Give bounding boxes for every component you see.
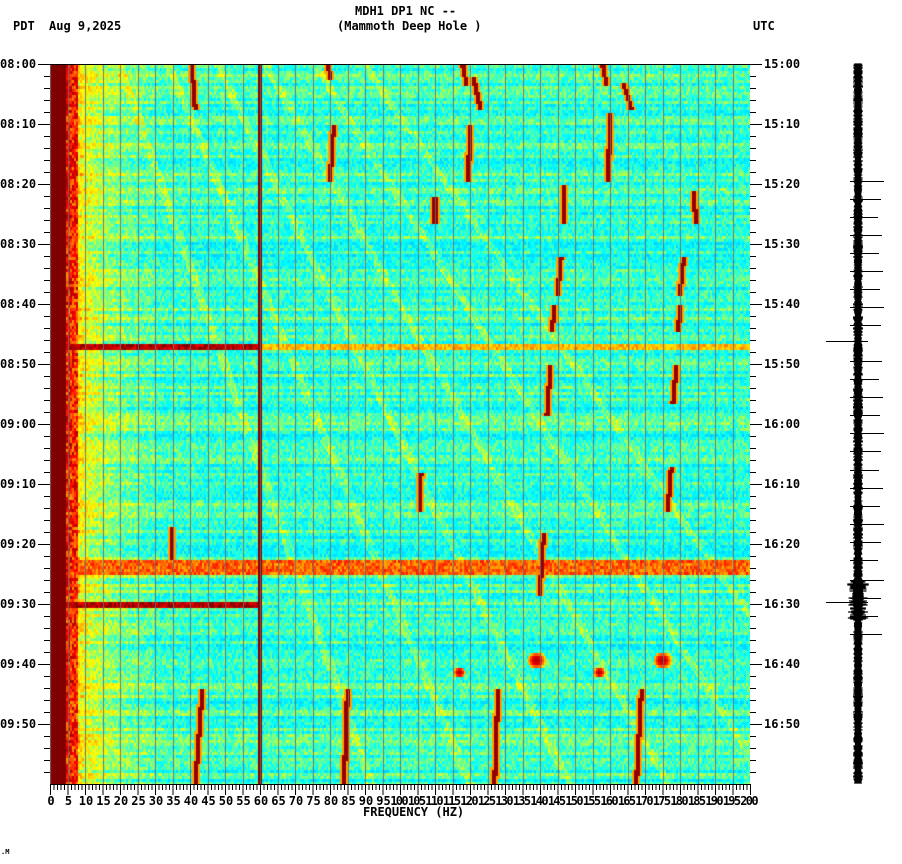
footer-mark: .M	[1, 848, 10, 856]
x-tick-label: 125	[477, 794, 496, 808]
x-tick-label: 20	[113, 794, 129, 808]
x-tick-label: 200	[740, 794, 758, 808]
y-tick-label-left: 09:50	[0, 717, 37, 731]
x-tick-label: 10	[78, 794, 94, 808]
right-timezone: UTC	[753, 19, 775, 33]
x-tick-label: 60	[253, 794, 269, 808]
y-tick-label-left: 08:50	[0, 357, 37, 371]
x-tick-label: 5	[64, 794, 73, 808]
y-tick-label-left: 08:40	[0, 297, 37, 311]
y-tick-label-left: 09:20	[0, 537, 37, 551]
x-tick-label: 15	[96, 794, 111, 808]
x-tick-label: 135	[512, 794, 531, 808]
x-tick-label: 180	[670, 794, 688, 808]
x-tick-label: 195	[722, 794, 741, 808]
x-tick-label: 25	[131, 794, 146, 808]
spectrogram-plot	[50, 64, 750, 785]
x-tick-label: 85	[341, 794, 356, 808]
x-tick-label: 155	[582, 794, 601, 808]
x-tick-label: 70	[288, 794, 304, 808]
x-tick-label: 150	[565, 794, 583, 808]
location-title: (Mammoth Deep Hole )	[337, 19, 482, 33]
y-tick-label-right: 15:00	[764, 57, 801, 71]
y-tick-label-left: 09:40	[0, 657, 37, 671]
y-tick-label-left: 08:00	[0, 57, 37, 71]
y-tick-label-right: 15:10	[764, 117, 801, 131]
y-tick-label-left: 08:30	[0, 237, 37, 251]
x-tick-label: 35	[166, 794, 181, 808]
x-tick-label: 45	[201, 794, 216, 808]
x-tick-label: 185	[687, 794, 706, 808]
y-tick-label-right: 15:40	[764, 297, 801, 311]
date-label: Aug 9,2025	[49, 19, 122, 33]
left-timezone: PDT	[13, 19, 35, 33]
y-tick-label-right: 16:50	[764, 717, 801, 731]
x-tick-label: 40	[183, 794, 199, 808]
x-tick-label: 130	[495, 794, 513, 808]
x-tick-label: 0	[47, 794, 55, 808]
x-tick-label: 95	[376, 794, 391, 808]
x-tick-label: 100	[390, 794, 408, 808]
x-tick-label: 145	[547, 794, 566, 808]
y-tick-label-left: 08:10	[0, 117, 37, 131]
y-tick-label-right: 15:50	[764, 357, 801, 371]
y-tick-label-left: 09:30	[0, 597, 37, 611]
station-title: MDH1 DP1 NC --	[355, 4, 457, 18]
y-tick-label-left: 09:00	[0, 417, 37, 431]
x-tick-label: 75	[306, 794, 321, 808]
x-tick-label: 90	[358, 794, 374, 808]
x-tick-label: 80	[323, 794, 339, 808]
x-tick-label: 175	[652, 794, 671, 808]
x-tick-label: 165	[617, 794, 636, 808]
y-tick-label-right: 16:40	[764, 657, 801, 671]
x-tick-label: 30	[148, 794, 164, 808]
x-tick-label: 50	[218, 794, 234, 808]
y-tick-label-right: 16:10	[764, 477, 801, 491]
y-tick-label-right: 15:30	[764, 237, 801, 251]
y-tick-label-left: 08:20	[0, 177, 37, 191]
x-tick-label: 120	[460, 794, 478, 808]
y-tick-label-right: 15:20	[764, 177, 801, 191]
x-tick-label: 190	[705, 794, 723, 808]
x-tick-label: 105	[407, 794, 426, 808]
waveform-path	[847, 63, 869, 784]
y-tick-label-right: 16:20	[764, 537, 801, 551]
y-tick-label-left: 09:10	[0, 477, 37, 491]
x-tick-label: 55	[236, 794, 251, 808]
spectrogram-canvas	[50, 65, 750, 785]
y-tick-label-right: 16:00	[764, 417, 801, 431]
x-tick-label: 140	[530, 794, 548, 808]
x-tick-label: 160	[600, 794, 618, 808]
x-tick-label: 115	[442, 794, 461, 808]
y-tick-label-right: 16:30	[764, 597, 801, 611]
x-tick-label: 170	[635, 794, 653, 808]
x-axis-title: FREQUENCY (HZ)	[363, 805, 465, 819]
x-tick-label: 65	[271, 794, 286, 808]
seismogram-trace	[826, 63, 884, 784]
x-tick-label: 110	[425, 794, 443, 808]
